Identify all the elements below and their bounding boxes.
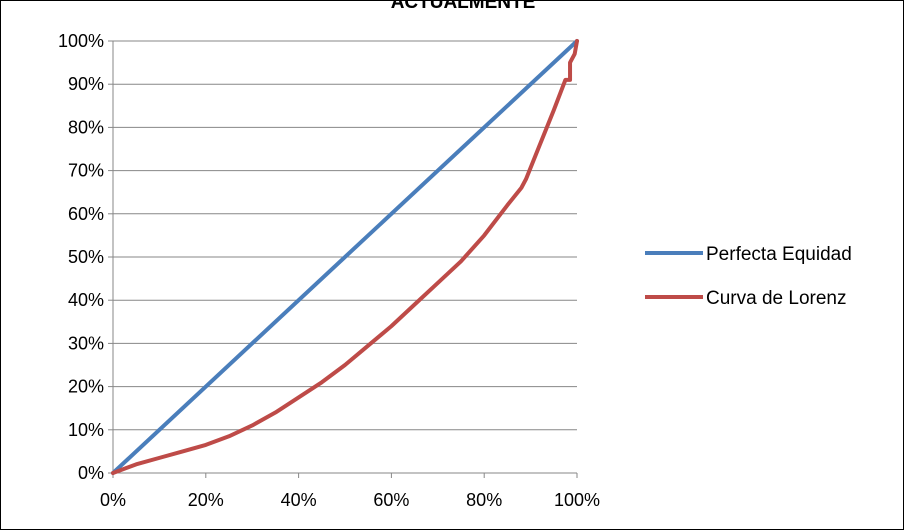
y-tick-label: 90% [68, 74, 104, 94]
y-tick-label: 50% [68, 247, 104, 267]
y-tick-label: 10% [68, 420, 104, 440]
series-line-perfecta-equidad [111, 39, 579, 475]
legend-label: Curva de Lorenz [706, 288, 846, 309]
y-tick-label: 20% [68, 377, 104, 397]
y-tick-label: 70% [68, 161, 104, 181]
legend-label: Perfecta Equidad [706, 244, 852, 265]
x-tick-label: 0% [100, 490, 126, 510]
chart-title: ACTUALMENTE [391, 0, 536, 13]
y-tick-label: 40% [68, 290, 104, 310]
x-tick-label: 40% [281, 490, 317, 510]
series-lines [111, 39, 579, 475]
series-line-curva-de-lorenz [111, 39, 579, 475]
y-tick-labels: 0% 10% 20% 30% 40% 50% 60% 70% 80% 90% 100% [58, 31, 104, 483]
y-tick-label: 30% [68, 333, 104, 353]
y-tick-label: 80% [68, 117, 104, 137]
y-tick-label: 0% [78, 463, 104, 483]
x-tick-label: 60% [373, 490, 409, 510]
legend: Perfecta Equidad Curva de Lorenz [645, 244, 852, 309]
x-tick-labels: 0% 20% 40% 60% 80% 100% [100, 490, 600, 510]
axes [108, 40, 578, 478]
y-tick-label: 100% [58, 31, 104, 51]
y-tick-label: 60% [68, 204, 104, 224]
x-tick-label: 20% [188, 490, 224, 510]
x-tick-label: 80% [466, 490, 502, 510]
x-tick-label: 100% [554, 490, 600, 510]
